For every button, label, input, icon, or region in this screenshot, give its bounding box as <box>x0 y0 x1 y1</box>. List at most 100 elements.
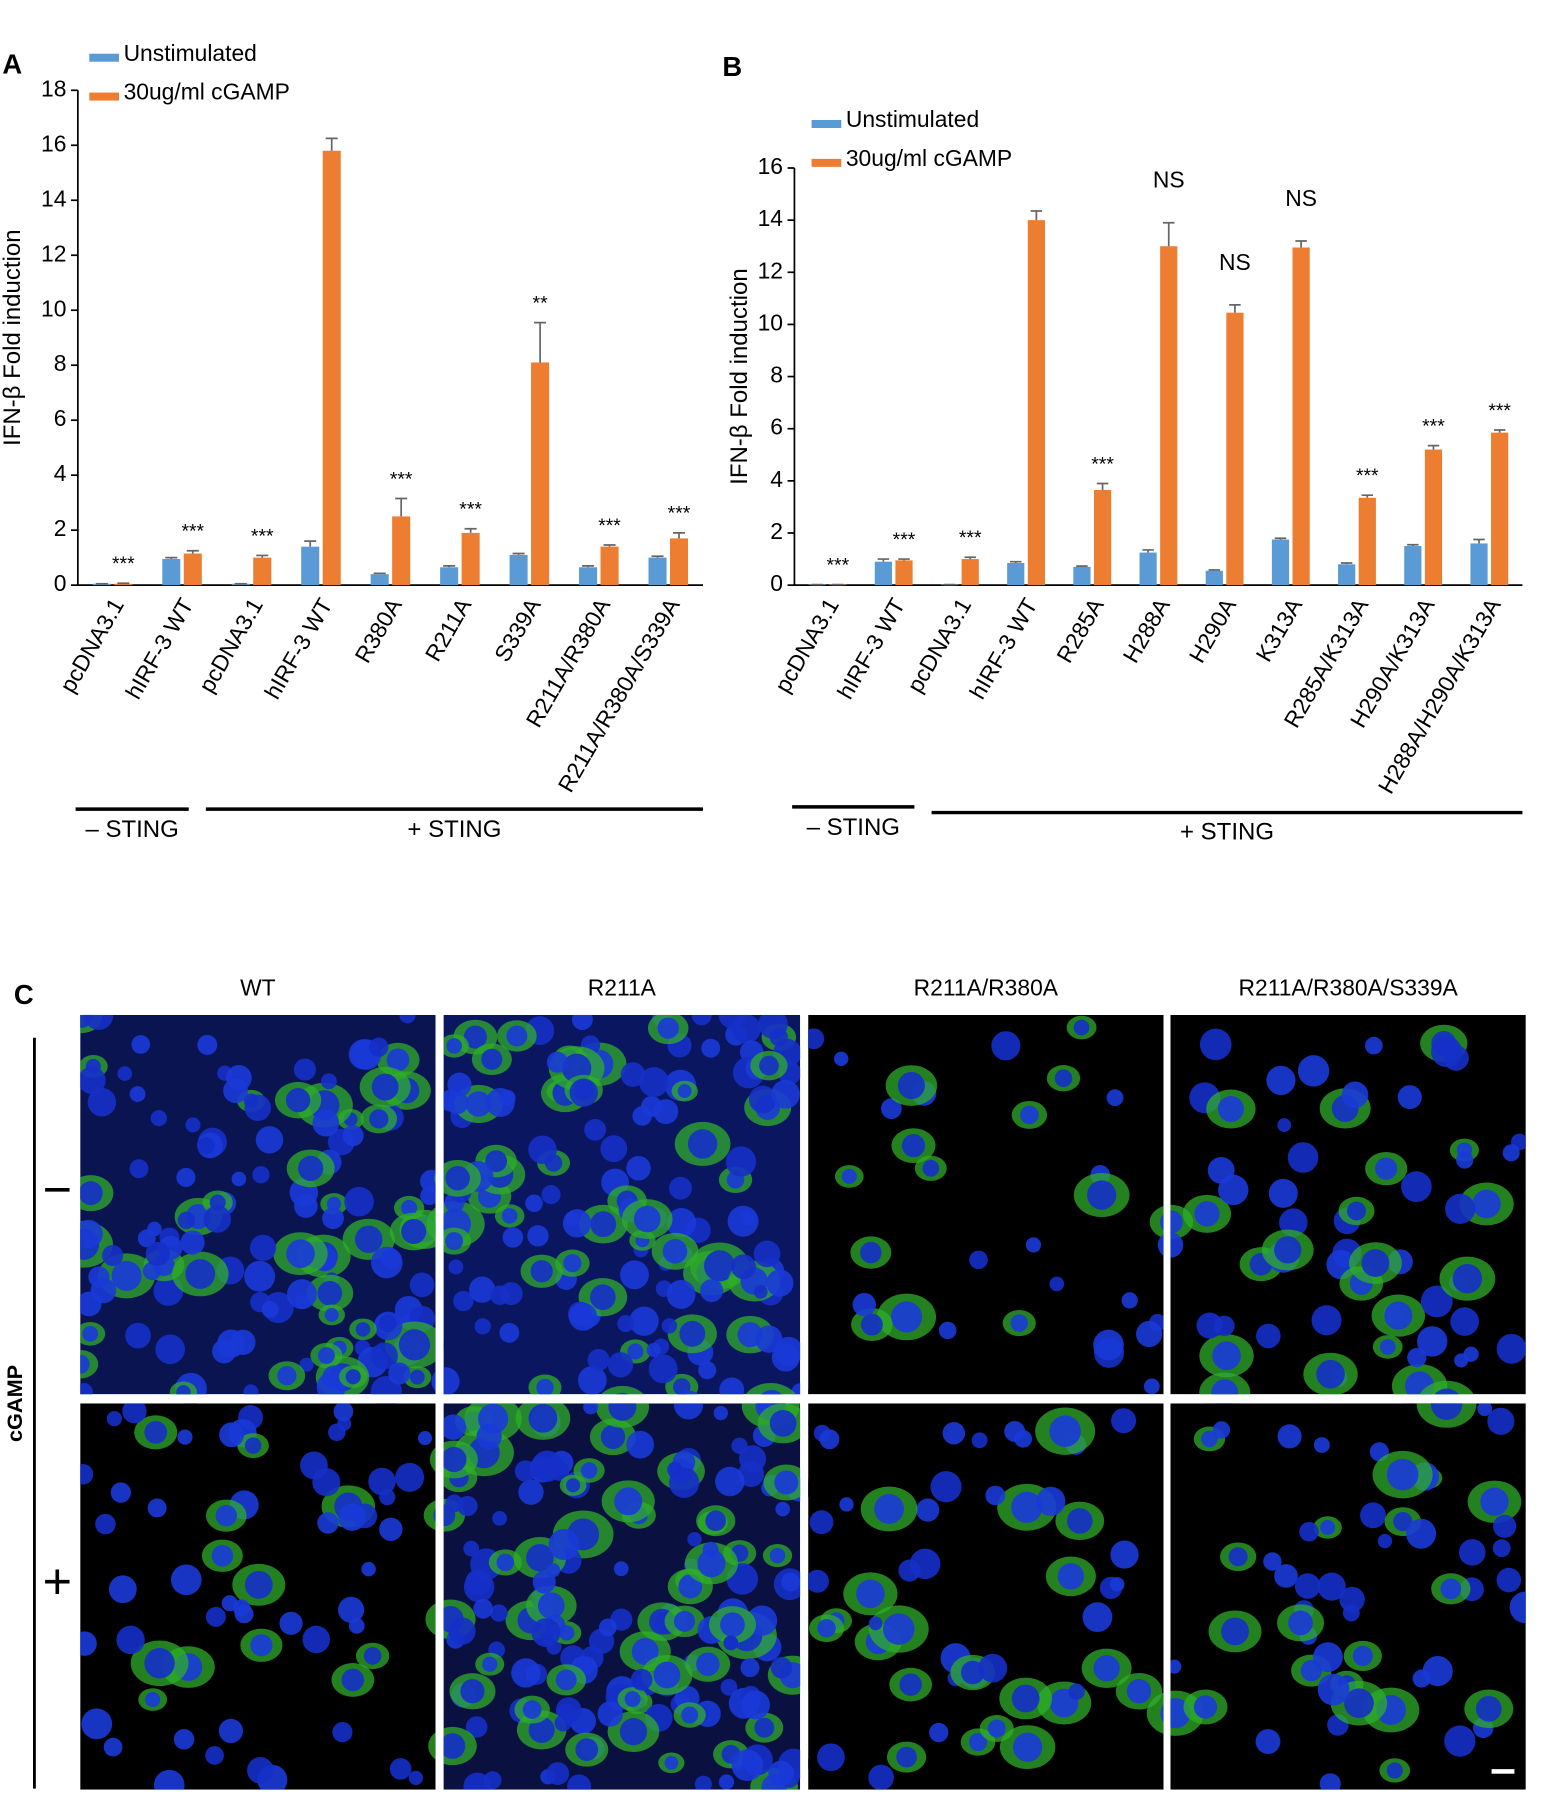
cell-nucleus <box>626 1430 655 1459</box>
cell-nucleus <box>701 1038 721 1058</box>
y-tick-label: 0 <box>54 570 67 596</box>
cell-nucleus <box>420 1186 439 1206</box>
cell-nucleus <box>295 1294 310 1309</box>
bar <box>1226 312 1244 586</box>
cell-nucleus <box>1111 1408 1137 1434</box>
cell-nucleus <box>1401 1171 1432 1203</box>
cell-nucleus <box>317 1347 335 1364</box>
cell-nucleus <box>286 1239 315 1268</box>
cell-nucleus <box>1320 1520 1336 1536</box>
significance-label: *** <box>598 515 621 537</box>
cell-nucleus <box>496 1553 515 1572</box>
cell-nucleus <box>629 1306 659 1336</box>
x-tick-label: H288A <box>1117 593 1175 667</box>
x-tick-label: R285A <box>1051 593 1109 667</box>
cell-nucleus <box>1049 1415 1081 1447</box>
significance-label: *** <box>1091 453 1114 475</box>
group-label: + STING <box>407 816 501 843</box>
cell-nucleus <box>1194 1201 1220 1227</box>
cell-nucleus <box>532 1570 556 1594</box>
cell-nucleus <box>129 1159 149 1179</box>
cell-nucleus <box>575 1738 599 1761</box>
cell-nucleus <box>755 1325 783 1353</box>
cell-nucleus <box>1093 1329 1124 1361</box>
panel-label: A <box>2 49 22 80</box>
cell-nucleus <box>82 1325 99 1342</box>
cell-nucleus <box>1312 1642 1343 1673</box>
bar <box>461 532 480 586</box>
cell-nucleus <box>368 1467 396 1496</box>
cell-nucleus <box>447 1072 472 1097</box>
cell-nucleus <box>590 1211 617 1238</box>
cell-nucleus <box>155 1334 185 1365</box>
cell-nucleus <box>215 1504 237 1527</box>
cell-nucleus <box>720 1612 745 1638</box>
cell-nucleus <box>1274 1564 1298 1588</box>
cell-nucleus <box>1159 1210 1183 1234</box>
cell-nucleus <box>569 1078 598 1107</box>
cell-nucleus <box>679 1320 706 1347</box>
cell-nucleus <box>388 1362 411 1385</box>
cell-nucleus <box>482 1656 498 1672</box>
y-tick-label: 8 <box>54 350 67 376</box>
cell-nucleus <box>95 1513 116 1535</box>
cell-nucleus <box>445 1165 470 1191</box>
cell-nucleus <box>528 1403 558 1433</box>
panel-label: B <box>722 51 742 82</box>
error-bar <box>534 321 547 363</box>
cell-nucleus <box>1106 1089 1124 1107</box>
cell-nucleus <box>653 1661 681 1689</box>
cell-nucleus <box>766 1269 794 1297</box>
cell-nucleus <box>320 1073 337 1090</box>
error-bar <box>1076 565 1088 567</box>
cell-nucleus <box>244 1570 273 1599</box>
cell-nucleus <box>103 1737 123 1757</box>
error-bar <box>603 544 616 547</box>
cell-nucleus <box>715 1466 745 1497</box>
cell-nucleus <box>219 1422 245 1448</box>
bar <box>1205 570 1223 586</box>
cell-nucleus <box>531 1450 563 1482</box>
cell-nucleus <box>916 1498 940 1522</box>
cell-nucleus <box>768 1760 794 1787</box>
cell-nucleus <box>1013 1732 1043 1762</box>
cell-nucleus <box>834 1051 849 1066</box>
cell-nucleus <box>1317 1572 1346 1601</box>
cell-nucleus <box>506 1025 528 1047</box>
x-tick-label: K313A <box>1250 593 1307 666</box>
y-tick-label: 10 <box>41 295 66 321</box>
cell-nucleus <box>1316 1359 1345 1389</box>
error-bar <box>186 549 199 554</box>
cell-nucleus <box>727 1205 759 1237</box>
cell-nucleus <box>1386 1458 1419 1491</box>
cell-nucleus <box>1157 1232 1184 1258</box>
cell-nucleus <box>620 1260 649 1290</box>
bar <box>1007 562 1025 586</box>
cell-nucleus <box>1492 1539 1511 1558</box>
cell-nucleus <box>681 1706 699 1724</box>
bar <box>392 516 411 586</box>
legend-label: Unstimulated <box>124 40 257 66</box>
cell-nucleus <box>153 1769 185 1790</box>
cell-nucleus <box>922 1159 940 1177</box>
cell-nucleus <box>1217 1096 1244 1122</box>
error-bar <box>1142 549 1154 553</box>
cell-nucleus <box>1036 1486 1066 1516</box>
significance-label: *** <box>1356 465 1379 487</box>
cell-nucleus <box>600 1424 626 1450</box>
bar <box>895 560 913 586</box>
cell-nucleus <box>880 1098 902 1119</box>
cell-nucleus <box>177 1211 196 1230</box>
cell-nucleus <box>108 1575 137 1604</box>
bar <box>1027 220 1045 586</box>
error-bar <box>1010 560 1022 563</box>
cell-nucleus <box>476 1423 502 1450</box>
bar <box>1292 247 1310 586</box>
error-bar <box>256 554 269 558</box>
cell-nucleus <box>713 1405 729 1421</box>
cell-nucleus <box>279 1611 303 1635</box>
cell-nucleus <box>664 1755 679 1770</box>
cell-nucleus <box>819 1429 840 1450</box>
error-bar <box>443 565 456 568</box>
cell-nucleus <box>1011 1491 1043 1523</box>
